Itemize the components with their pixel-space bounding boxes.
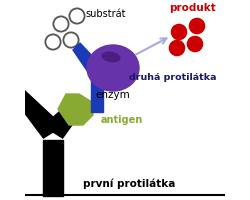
Text: substrát: substrát [85,9,126,19]
Circle shape [172,24,186,40]
Circle shape [188,36,202,52]
Ellipse shape [102,52,120,62]
Polygon shape [73,43,102,77]
Circle shape [190,18,204,34]
Text: druhá protilátka: druhá protilátka [129,73,216,82]
Text: první protilátka: první protilátka [83,179,175,189]
Polygon shape [92,78,102,112]
Polygon shape [15,91,62,138]
Circle shape [70,8,84,24]
Circle shape [46,34,60,50]
Text: enzym: enzym [96,90,130,100]
Text: produkt: produkt [170,3,216,13]
Polygon shape [58,94,93,125]
Circle shape [170,40,184,56]
Polygon shape [92,47,117,77]
Circle shape [54,16,68,32]
Polygon shape [44,95,87,138]
Circle shape [64,32,78,48]
Text: antigen: antigen [101,115,143,125]
Ellipse shape [87,45,139,91]
Polygon shape [44,140,62,196]
